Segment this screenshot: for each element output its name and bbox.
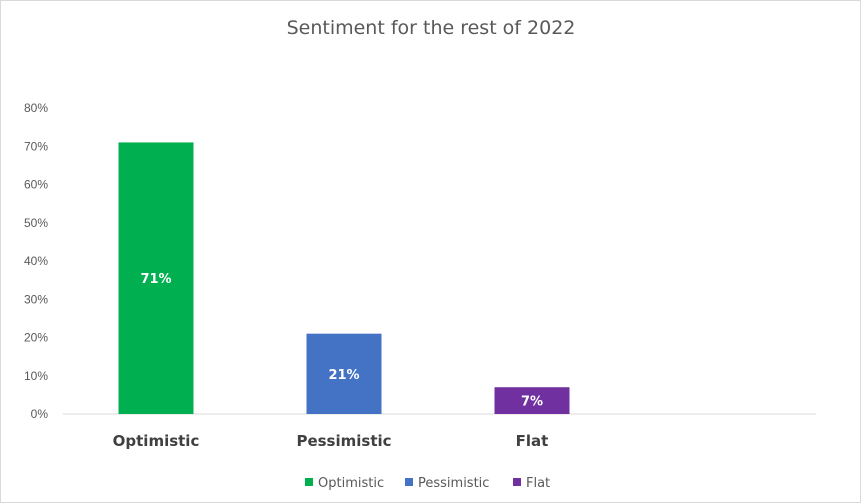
bar-flat: [494, 387, 570, 414]
y-tick-label: 40%: [24, 254, 48, 268]
legend: Optimistic Pessimistic Flat: [305, 476, 550, 491]
bar-pessimistic: [306, 333, 382, 414]
y-tick-label: 80%: [24, 101, 48, 115]
data-label: 7%: [521, 395, 543, 410]
y-tick-label: 20%: [24, 331, 48, 345]
chart-title: Sentiment for the rest of 2022: [287, 17, 576, 39]
legend-swatch-pessimistic: [405, 478, 413, 486]
y-tick-label: 60%: [24, 178, 48, 192]
legend-label: Flat: [526, 476, 550, 491]
y-axis: 0% 10% 20% 30% 40% 50% 60% 70% 80%: [24, 101, 48, 421]
legend-swatch-optimistic: [305, 478, 313, 486]
data-label: 71%: [140, 272, 171, 287]
y-tick-label: 10%: [24, 369, 48, 383]
x-tick-label: Flat: [516, 432, 549, 450]
data-label: 21%: [328, 368, 359, 383]
x-axis: Optimistic Pessimistic Flat: [113, 432, 549, 450]
legend-label: Optimistic: [318, 476, 384, 491]
y-tick-label: 30%: [24, 292, 48, 306]
legend-swatch-flat: [513, 478, 521, 486]
bars: 71% 21% 7%: [118, 142, 570, 415]
x-tick-label: Pessimistic: [296, 432, 391, 450]
y-tick-label: 0%: [31, 407, 49, 421]
legend-label: Pessimistic: [418, 476, 489, 491]
bar-optimistic: [118, 142, 194, 415]
x-tick-label: Optimistic: [113, 432, 200, 450]
y-tick-label: 50%: [24, 216, 48, 230]
y-tick-label: 70%: [24, 139, 48, 153]
